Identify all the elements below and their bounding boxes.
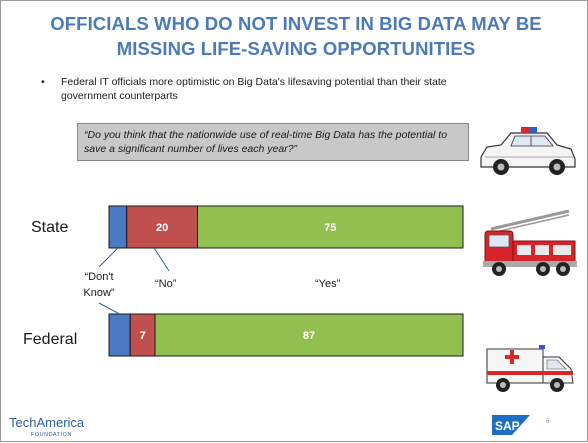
connector-no-state — [153, 247, 170, 272]
title-line-1: OFFICIALS WHO DO NOT INVEST IN BIG DATA … — [50, 13, 542, 34]
bar-state-don-t-know — [108, 205, 128, 249]
bar-federal-yes — [154, 313, 464, 357]
bars-layer: 20 75 7 87 — [108, 205, 464, 357]
logo-sub-text: FOUNDATION — [31, 432, 72, 438]
bullet-symbol: • — [41, 76, 45, 88]
sap-logo-text: SAP — [495, 419, 520, 433]
techamerica-logo: TechAmerica FOUNDATION — [9, 415, 99, 441]
title-line-2: MISSING LIFE-SAVING OPPORTUNITIES — [116, 38, 476, 59]
connector-dont-know-state — [98, 247, 119, 268]
data-label-federal-yes: 87 — [303, 330, 315, 342]
annotation-connectors — [98, 247, 170, 315]
police-car-icon — [480, 127, 576, 175]
data-label-state-no: 20 — [156, 222, 168, 234]
connector-dont-know-federal — [98, 302, 120, 315]
fire-truck-icon — [483, 209, 577, 276]
logo-brand-text: TechAmerica — [9, 415, 85, 430]
category-label-federal: Federal — [23, 331, 78, 348]
sap-logo: SAP — [492, 415, 530, 435]
data-label-state-yes: 75 — [324, 222, 336, 234]
annotation-yes: “Yes” — [315, 278, 341, 290]
bar-state-yes — [197, 205, 464, 249]
annotation-dont-know: “Don't Know” — [77, 269, 121, 301]
page-number: 6 — [546, 419, 550, 425]
annotation-dont-know-line-2: Know” — [83, 287, 115, 299]
slide-title: OFFICIALS WHO DO NOT INVEST IN BIG DATA … — [41, 11, 551, 61]
bar-federal-don-t-know — [108, 313, 131, 357]
survey-question-box: “Do you think that the nationwide use of… — [77, 123, 469, 161]
annotation-dont-know-line-1: “Don't — [84, 271, 114, 283]
bullet-text: Federal IT officials more optimistic on … — [61, 76, 447, 102]
bar-state-no — [126, 205, 198, 249]
category-label-state: State — [31, 219, 69, 236]
annotation-no: “No” — [155, 278, 177, 290]
ambulance-icon — [486, 345, 574, 392]
bar-federal-no — [129, 313, 156, 357]
data-label-federal-no: 7 — [140, 330, 146, 342]
